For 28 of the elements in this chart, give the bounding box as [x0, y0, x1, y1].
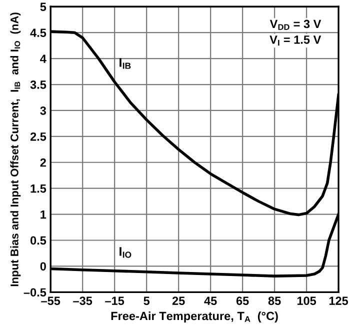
x-tick-label: 65	[236, 296, 249, 305]
x-axis-title: Free-Air Temperature, T$_{A}$ (°C)	[111, 312, 278, 323]
x-tick-label: –15	[105, 296, 124, 305]
annotation: V$_{I}$ = 1.5 V	[270, 36, 322, 46]
y-tick-label: 1.5	[30, 184, 46, 193]
x-tick-label: –55	[41, 296, 60, 305]
annotation: V$_{DD}$ = 3 V	[270, 20, 322, 30]
x-tick-label: 25	[172, 296, 185, 305]
y-tick-label: 5	[40, 2, 46, 12]
x-tick-label: 85	[268, 296, 281, 305]
x-tick-label: 125	[329, 296, 348, 305]
x-tick-label: 5	[144, 296, 150, 305]
x-tick-label: 105	[297, 296, 316, 305]
y-tick-label: 4.5	[30, 28, 46, 37]
x-tick-label: 45	[204, 296, 217, 305]
series-label: I$_{IB}$	[120, 58, 131, 69]
y-tick-label: 1	[40, 210, 46, 219]
y-tick-label: –0.5	[24, 288, 46, 297]
y-tick-label: 0.5	[30, 236, 46, 245]
y-tick-label: 0	[40, 262, 46, 271]
x-tick-label: –35	[73, 296, 92, 306]
y-tick-label: 4	[40, 54, 46, 63]
y-tick-label: 2	[40, 158, 46, 167]
y-axis-title: Input Bias and Input Offset Current, I$_{IB}$ and I$_{IO}$ (nA)	[10, 12, 21, 286]
y-tick-label: 3	[40, 106, 46, 115]
series-label: I$_{IO}$	[120, 247, 132, 258]
y-tick-label: 2.5	[30, 132, 46, 141]
y-tick-label: 3.5	[30, 80, 46, 89]
